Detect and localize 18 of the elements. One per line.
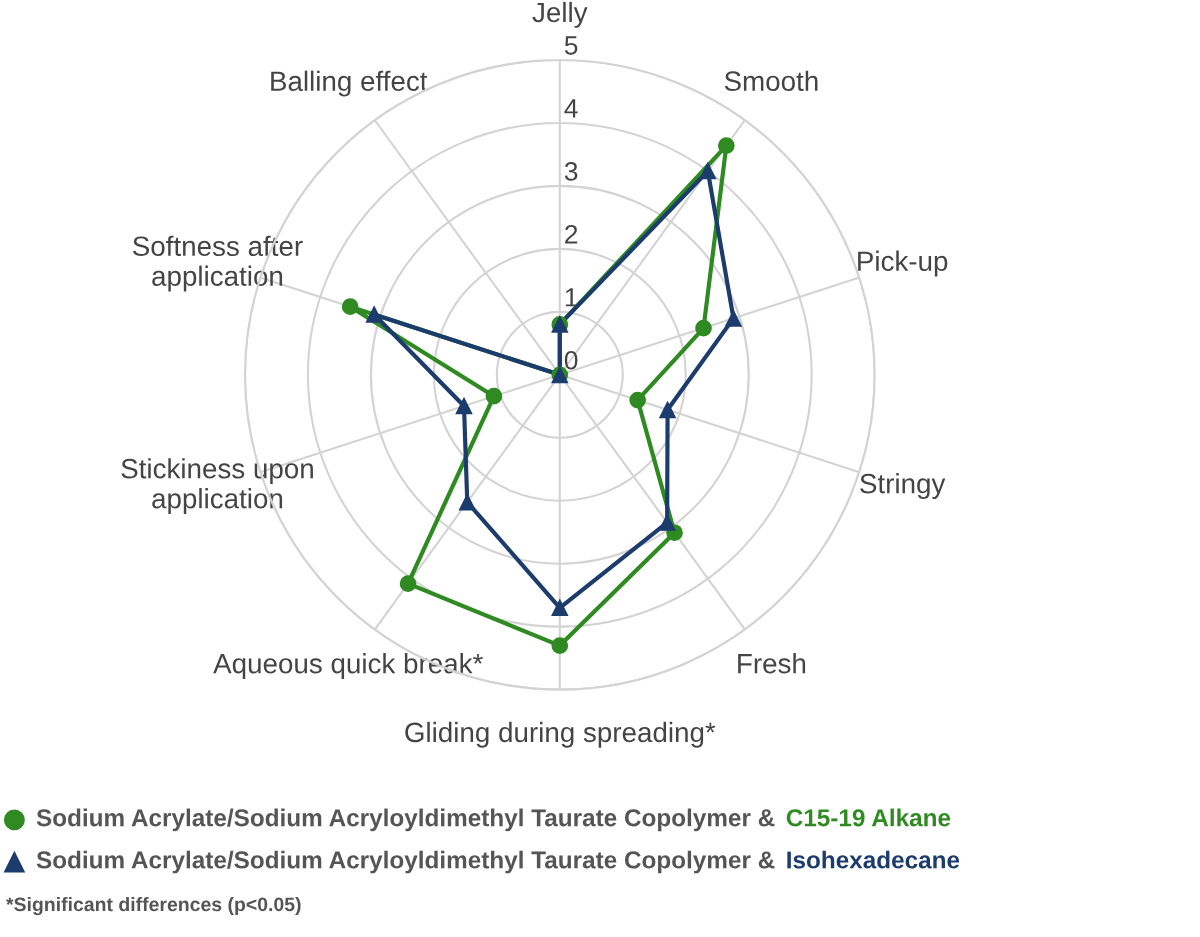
spoke-label: Stringy — [860, 473, 946, 499]
y-tick-label: 4 — [564, 99, 578, 118]
spoke-label: Gliding during spreading* — [405, 721, 716, 748]
text: *Significant differences (p<0.05) — [6, 896, 301, 916]
legend-label: Sodium Acrylate/Sodium Acryloyldimethyl Taurate Copolymer & Isohexadecane — [36, 850, 960, 874]
y-tick-label: 1 — [565, 288, 578, 307]
legend-label: Sodium Acrylate/Sodium Acryloyldimethyl Taurate Copolymer & C15-19 Alkane — [36, 808, 951, 832]
spoke-label: Stickiness upon application — [121, 458, 313, 514]
spoke-label: Fresh — [738, 653, 806, 674]
spoke-label: Balling effect — [271, 70, 428, 97]
spoke-label: Jelly — [532, 1, 588, 28]
y-tick-label: 5 — [564, 36, 578, 55]
spoke-label: Softness after application — [133, 235, 303, 292]
y-tick-label: 3 — [564, 162, 578, 181]
y-tick-label: 2 — [565, 224, 578, 244]
spoke-label: Smooth — [724, 70, 818, 92]
spoke-label: Pick-up — [858, 250, 948, 277]
y-tick-label: 0 — [564, 350, 578, 370]
